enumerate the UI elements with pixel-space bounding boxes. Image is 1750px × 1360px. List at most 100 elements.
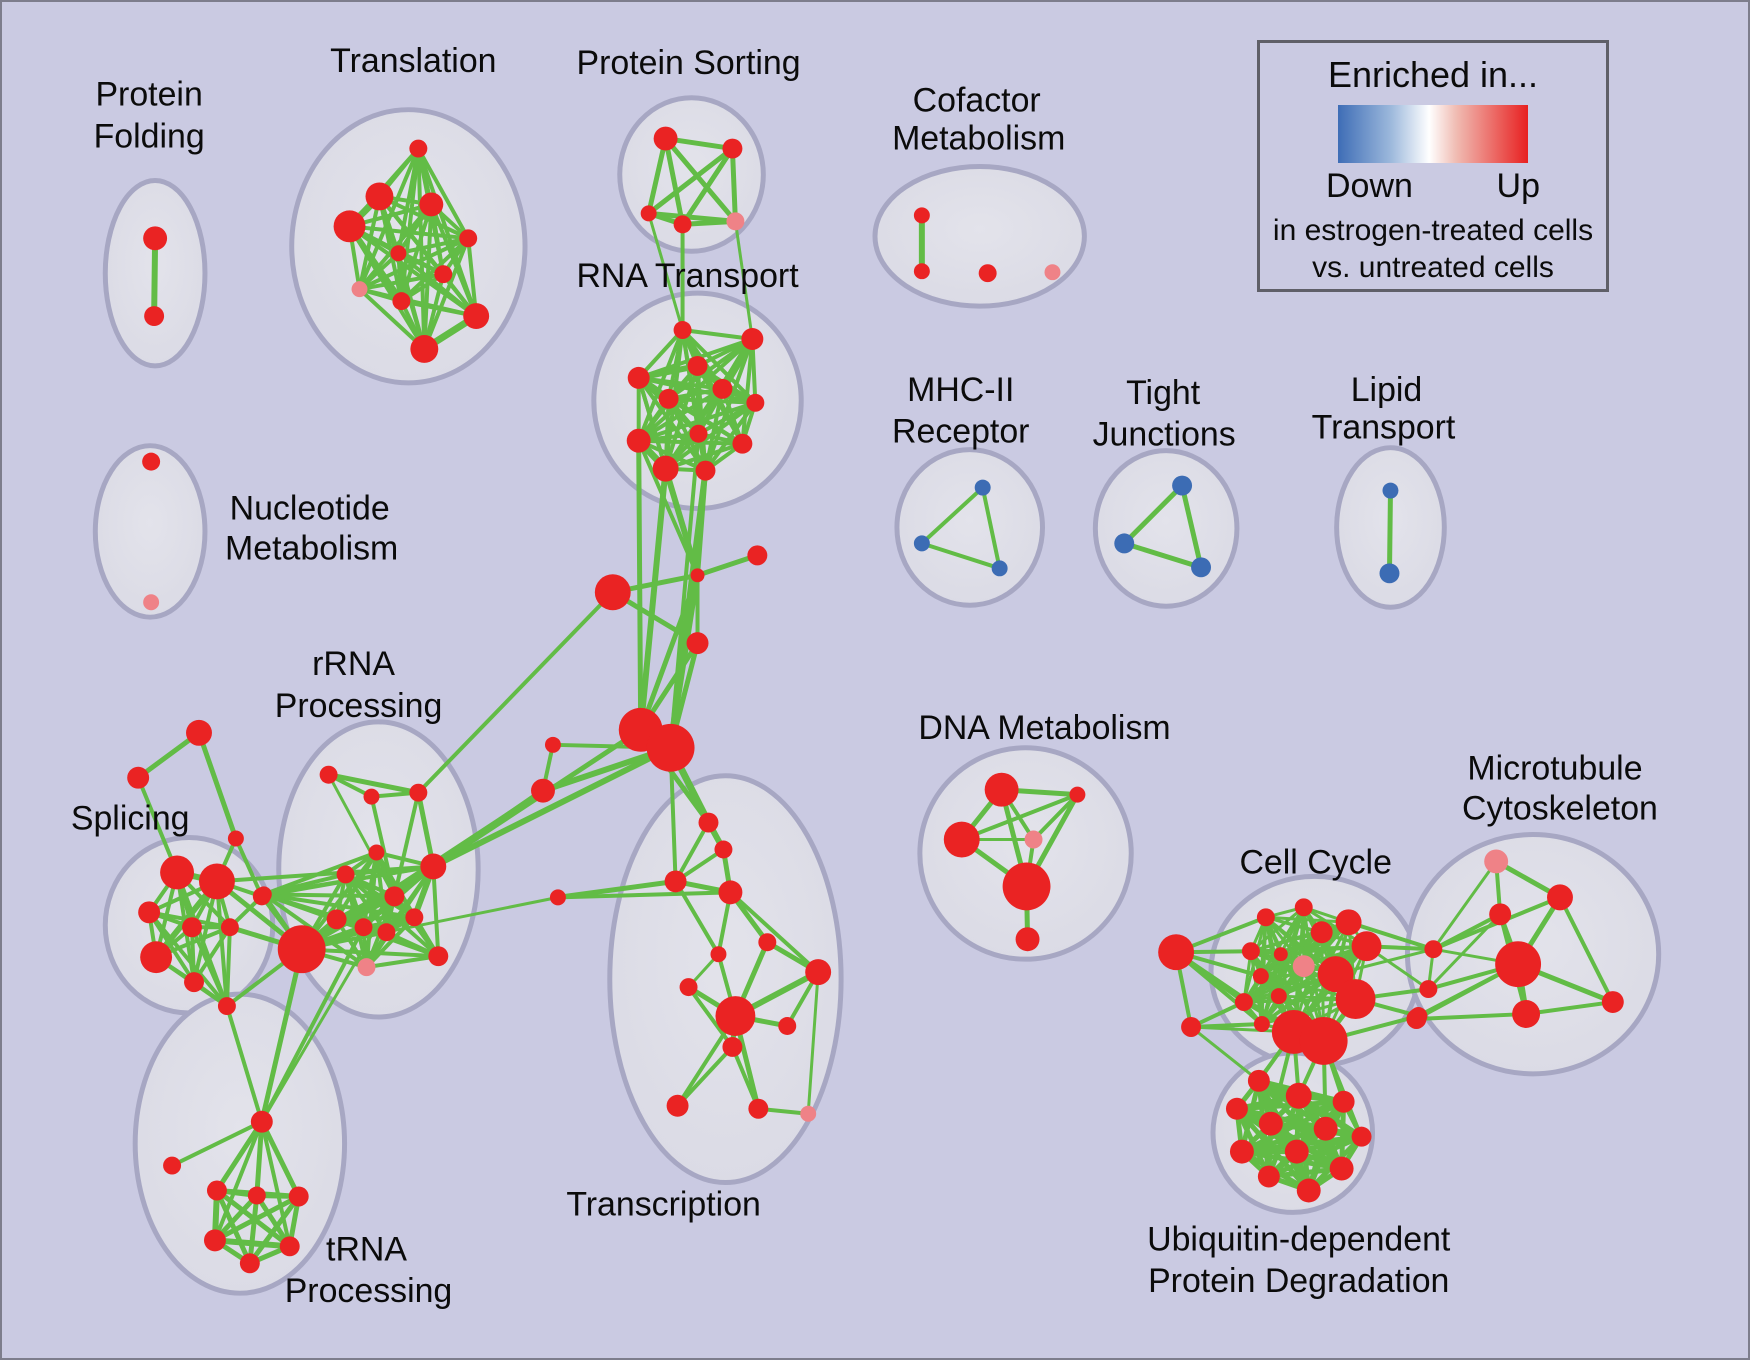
enrichment-edge [466,236,479,319]
enrichment-edge [416,590,615,795]
gene-set-node-129 [1484,849,1509,874]
enrichment-edge [192,925,232,985]
gene-set-node-30 [626,428,651,453]
enrichment-edge [369,794,397,899]
enrichment-edge [247,1192,260,1266]
gene-set-node-88 [698,812,719,833]
cluster-label-rrna-processing-2: Processing [275,687,443,725]
gene-set-node-26 [712,378,733,399]
enrichment-edge [1031,792,1080,842]
cluster-label-cofactor-metabolism-2: Metabolism [892,120,1065,158]
gene-set-node-29 [689,424,708,443]
gene-set-node-18 [913,207,930,224]
gene-set-node-75 [377,923,396,942]
gene-set-node-100 [748,1098,769,1119]
gene-set-node-87 [239,1253,260,1274]
gene-set-node-13 [653,126,678,151]
enrichment-edge [247,1193,302,1266]
gene-set-node-17 [726,212,745,231]
gene-set-node-47 [686,632,709,655]
enrichment-edge [396,236,471,256]
enrichment-edge [733,219,754,341]
enrichment-edge [392,790,421,899]
gene-set-node-53 [186,719,212,746]
gene-set-node-59 [182,917,202,938]
gene-set-node-125 [1299,1017,1348,1065]
cluster-label-microtubule-cytoskeleton-1: Microtubule [1467,750,1642,788]
enrichment-edge [1431,859,1498,951]
gene-set-node-36 [991,560,1008,577]
gene-set-node-132 [1495,941,1542,988]
enrichment-edge [259,1119,292,1249]
enrichment-edge [959,792,1080,842]
cluster-ellipse-tight-junctions [1092,448,1240,609]
gene-set-node-57 [198,863,235,900]
gene-set-node-89 [714,840,733,859]
gene-set-node-131 [1489,903,1512,926]
gene-set-node-85 [203,1229,226,1252]
gene-set-node-49 [646,723,695,772]
enrichment-edge [680,146,735,227]
gene-set-node-81 [163,1156,182,1175]
gene-set-node-23 [741,328,764,350]
enrichment-edge [1174,950,1296,1034]
enrichment-edge [364,954,441,970]
gene-set-node-73 [326,909,347,930]
cluster-label-trna-processing-2: Processing [285,1272,453,1310]
cluster-ellipse-mhc-ii-receptor [894,447,1045,608]
cluster-label-lipid-transport-2: Transport [1312,409,1456,447]
enrichment-edge [1121,483,1185,546]
enrichment-edge [980,485,1002,571]
enrichment-edge [637,465,669,733]
gene-set-node-121 [1270,988,1287,1005]
legend-scale-row: Down Up [1326,167,1540,206]
cluster-label-protein-sorting: Protein Sorting [577,44,801,82]
gene-set-node-79 [357,958,376,977]
gene-set-node-39 [1191,557,1212,578]
gene-set-node-145 [1257,1165,1280,1188]
gene-set-node-67 [409,783,428,802]
enrichment-edge [666,396,758,405]
enrichment-edge [1189,1025,1261,1083]
cluster-ellipse-cofactor-metabolism [872,164,1087,309]
cluster-label-protein-folding-2: Folding [94,118,205,156]
gene-set-node-1 [144,306,165,327]
gene-set-node-38 [1114,533,1135,554]
enrichment-edge [300,895,560,951]
enrichment-edge [214,1119,265,1193]
gene-set-node-102 [984,772,1019,807]
legend-caption-line1: in estrogen-treated cells [1272,213,1594,247]
gene-set-node-12 [410,335,439,363]
enrichment-edge [729,146,738,224]
gene-set-node-76 [405,908,424,927]
enrichment-edge [646,146,735,216]
cluster-ellipse-trna-processing [132,991,348,1296]
cluster-label-translation: Translation [330,42,496,80]
gene-set-node-78 [428,946,449,967]
gene-set-node-6 [459,229,478,248]
enrichment-edge [260,894,396,1124]
gene-set-node-83 [247,1186,266,1205]
gene-set-node-16 [673,215,692,234]
gene-set-node-25 [627,366,650,389]
gene-set-node-97 [778,1017,797,1035]
gene-set-node-65 [319,765,338,784]
enrichment-edge [214,879,229,1009]
enrichment-edge [364,915,417,970]
gene-set-node-56 [160,855,195,890]
gene-set-node-139 [1225,1097,1248,1120]
gene-set-node-105 [1024,830,1043,849]
enrichment-edge [1524,1000,1615,1017]
gene-set-node-133 [1601,991,1624,1014]
gene-set-node-11 [463,303,490,330]
gene-set-node-3 [365,182,394,211]
gene-set-node-147 [1296,1178,1321,1203]
gene-set-node-40 [1382,482,1399,499]
gene-set-node-126 [1424,940,1443,959]
gene-set-node-9 [351,281,368,298]
enrichment-edge [147,910,229,1009]
gene-set-node-99 [666,1094,689,1117]
cluster-label-rrna-processing-1: rRNA [312,645,395,683]
gene-set-node-58 [138,901,161,924]
